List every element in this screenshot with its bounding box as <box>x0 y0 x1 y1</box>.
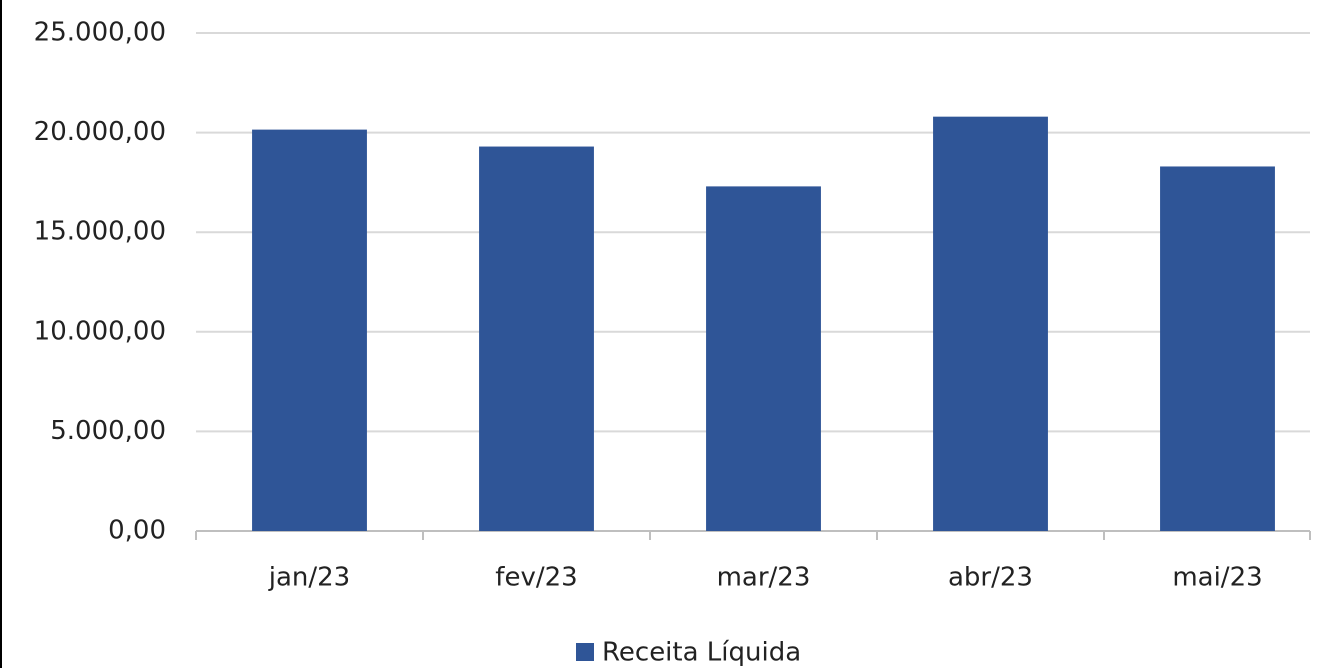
legend-label: Receita Líquida <box>602 638 801 668</box>
y-tick-label: 10.000,00 <box>34 316 166 346</box>
bar <box>479 146 594 531</box>
frame-edge <box>0 0 2 668</box>
bar <box>252 129 367 531</box>
x-tick-label: abr/23 <box>948 563 1033 593</box>
y-tick-label: 25.000,00 <box>34 18 166 48</box>
x-tick-label: jan/23 <box>268 563 350 593</box>
y-tick-label: 20.000,00 <box>34 117 166 147</box>
x-tick-label: mar/23 <box>717 563 811 593</box>
y-tick-label: 0,00 <box>108 516 166 546</box>
legend-swatch <box>576 643 594 661</box>
y-tick-label: 5.000,00 <box>50 416 166 446</box>
bar <box>706 186 821 531</box>
y-tick-label: 15.000,00 <box>34 217 166 247</box>
bar <box>933 116 1048 531</box>
bar <box>1160 166 1275 532</box>
x-tick-label: mai/23 <box>1172 563 1262 593</box>
x-tick-label: fev/23 <box>495 563 577 593</box>
